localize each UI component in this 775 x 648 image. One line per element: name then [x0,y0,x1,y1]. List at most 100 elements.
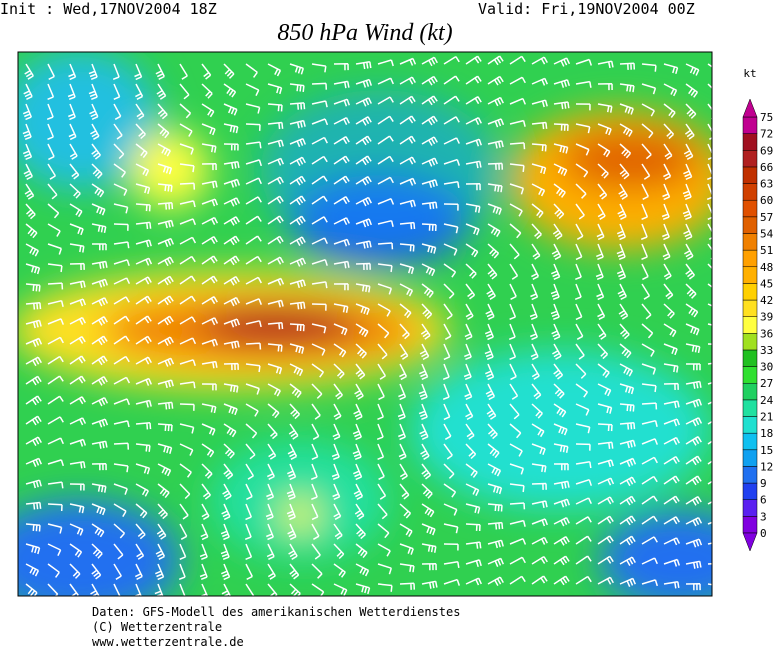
wind-barb [221,503,231,521]
wind-barb [113,355,130,365]
wind-barb [245,83,260,97]
wind-barb [23,163,33,180]
wind-barb [531,443,546,455]
wind-barb [157,183,173,192]
wind-barb [663,283,674,300]
wind-barb [135,203,151,212]
wind-barb [641,557,658,565]
colorbar-bin [742,233,758,251]
wind-barb [91,335,108,346]
wind-barb [179,523,188,540]
wind-barb [179,503,189,520]
wind-barb [91,355,108,366]
wind-barb [245,196,262,205]
wind-barb [112,63,120,80]
wind-barb [575,443,591,451]
wind-barb [596,243,604,260]
wind-barb [399,115,416,125]
wind-barb [179,255,196,265]
wind-barb [575,403,590,416]
wind-barb [597,123,612,136]
wind-barb [465,443,477,460]
wind-barb [135,103,145,120]
colorbar-label: 6 [760,494,767,507]
wind-barb [179,83,190,100]
wind-barb [289,215,306,226]
wind-barb [531,536,548,545]
wind-barb [530,343,539,361]
wind-barb [553,79,571,88]
wind-barb [509,519,526,527]
wind-barb [25,263,41,275]
wind-barb [663,475,680,485]
wind-barb [179,200,196,208]
wind-barb [113,543,124,560]
wind-barb [25,375,42,386]
wind-barb [443,158,461,166]
wind-barb [179,275,196,285]
wind-barb [443,283,455,299]
wind-barb [420,323,431,340]
wind-barb [333,503,342,520]
wind-barb [91,483,107,493]
wind-barb [707,83,712,89]
wind-barb [641,143,652,160]
wind-barb [399,199,416,208]
wind-barb [267,299,284,308]
wind-barb [25,523,41,532]
wind-barb [619,143,632,159]
wind-barb [443,503,458,516]
wind-barb [619,343,632,359]
wind-barb [531,243,541,260]
wind-barb [530,323,538,341]
wind-barb [685,380,702,389]
wind-barb [157,256,174,267]
wind-barb [289,83,305,92]
wind-barb [377,463,385,480]
wind-barb [641,383,657,393]
wind-barb [201,83,213,99]
wind-barb [663,63,679,75]
wind-barb [201,63,212,80]
wind-barb [487,557,504,567]
wind-barb [91,163,103,179]
wind-barb [179,218,196,226]
wind-barb [113,277,131,285]
wind-barb [201,483,211,500]
wind-barb [353,483,364,500]
wind-barb [619,535,636,546]
wind-barb [333,238,351,247]
wind-barb [310,463,318,480]
wind-barb [25,501,42,510]
wind-barb [201,383,217,391]
wind-barb [619,83,635,93]
wind-barb [641,419,658,427]
wind-barb [685,63,700,76]
wind-barb [135,221,152,230]
wind-barb [179,359,196,367]
wind-barb [355,155,372,166]
wind-barb [663,516,680,525]
wind-barb [685,343,701,354]
wind-barb [575,58,593,66]
wind-barb [487,96,504,107]
wind-barb [267,63,282,77]
colorbar-label: 24 [760,394,774,407]
wind-barb [135,399,152,408]
wind-barb [201,423,216,436]
wind-barb [47,543,62,557]
wind-barb [399,221,416,230]
wind-field [18,52,712,596]
wind-barb [530,283,539,301]
wind-barb [531,121,548,130]
wind-barb [443,223,459,234]
wind-barb [509,343,517,360]
wind-barb [663,303,675,319]
wind-barb [509,283,517,300]
wind-barb [575,243,583,261]
wind-barb [685,436,702,446]
wind-barb [245,503,252,521]
wind-barb [464,383,473,400]
wind-barb [223,296,240,307]
wind-barb [377,263,393,273]
